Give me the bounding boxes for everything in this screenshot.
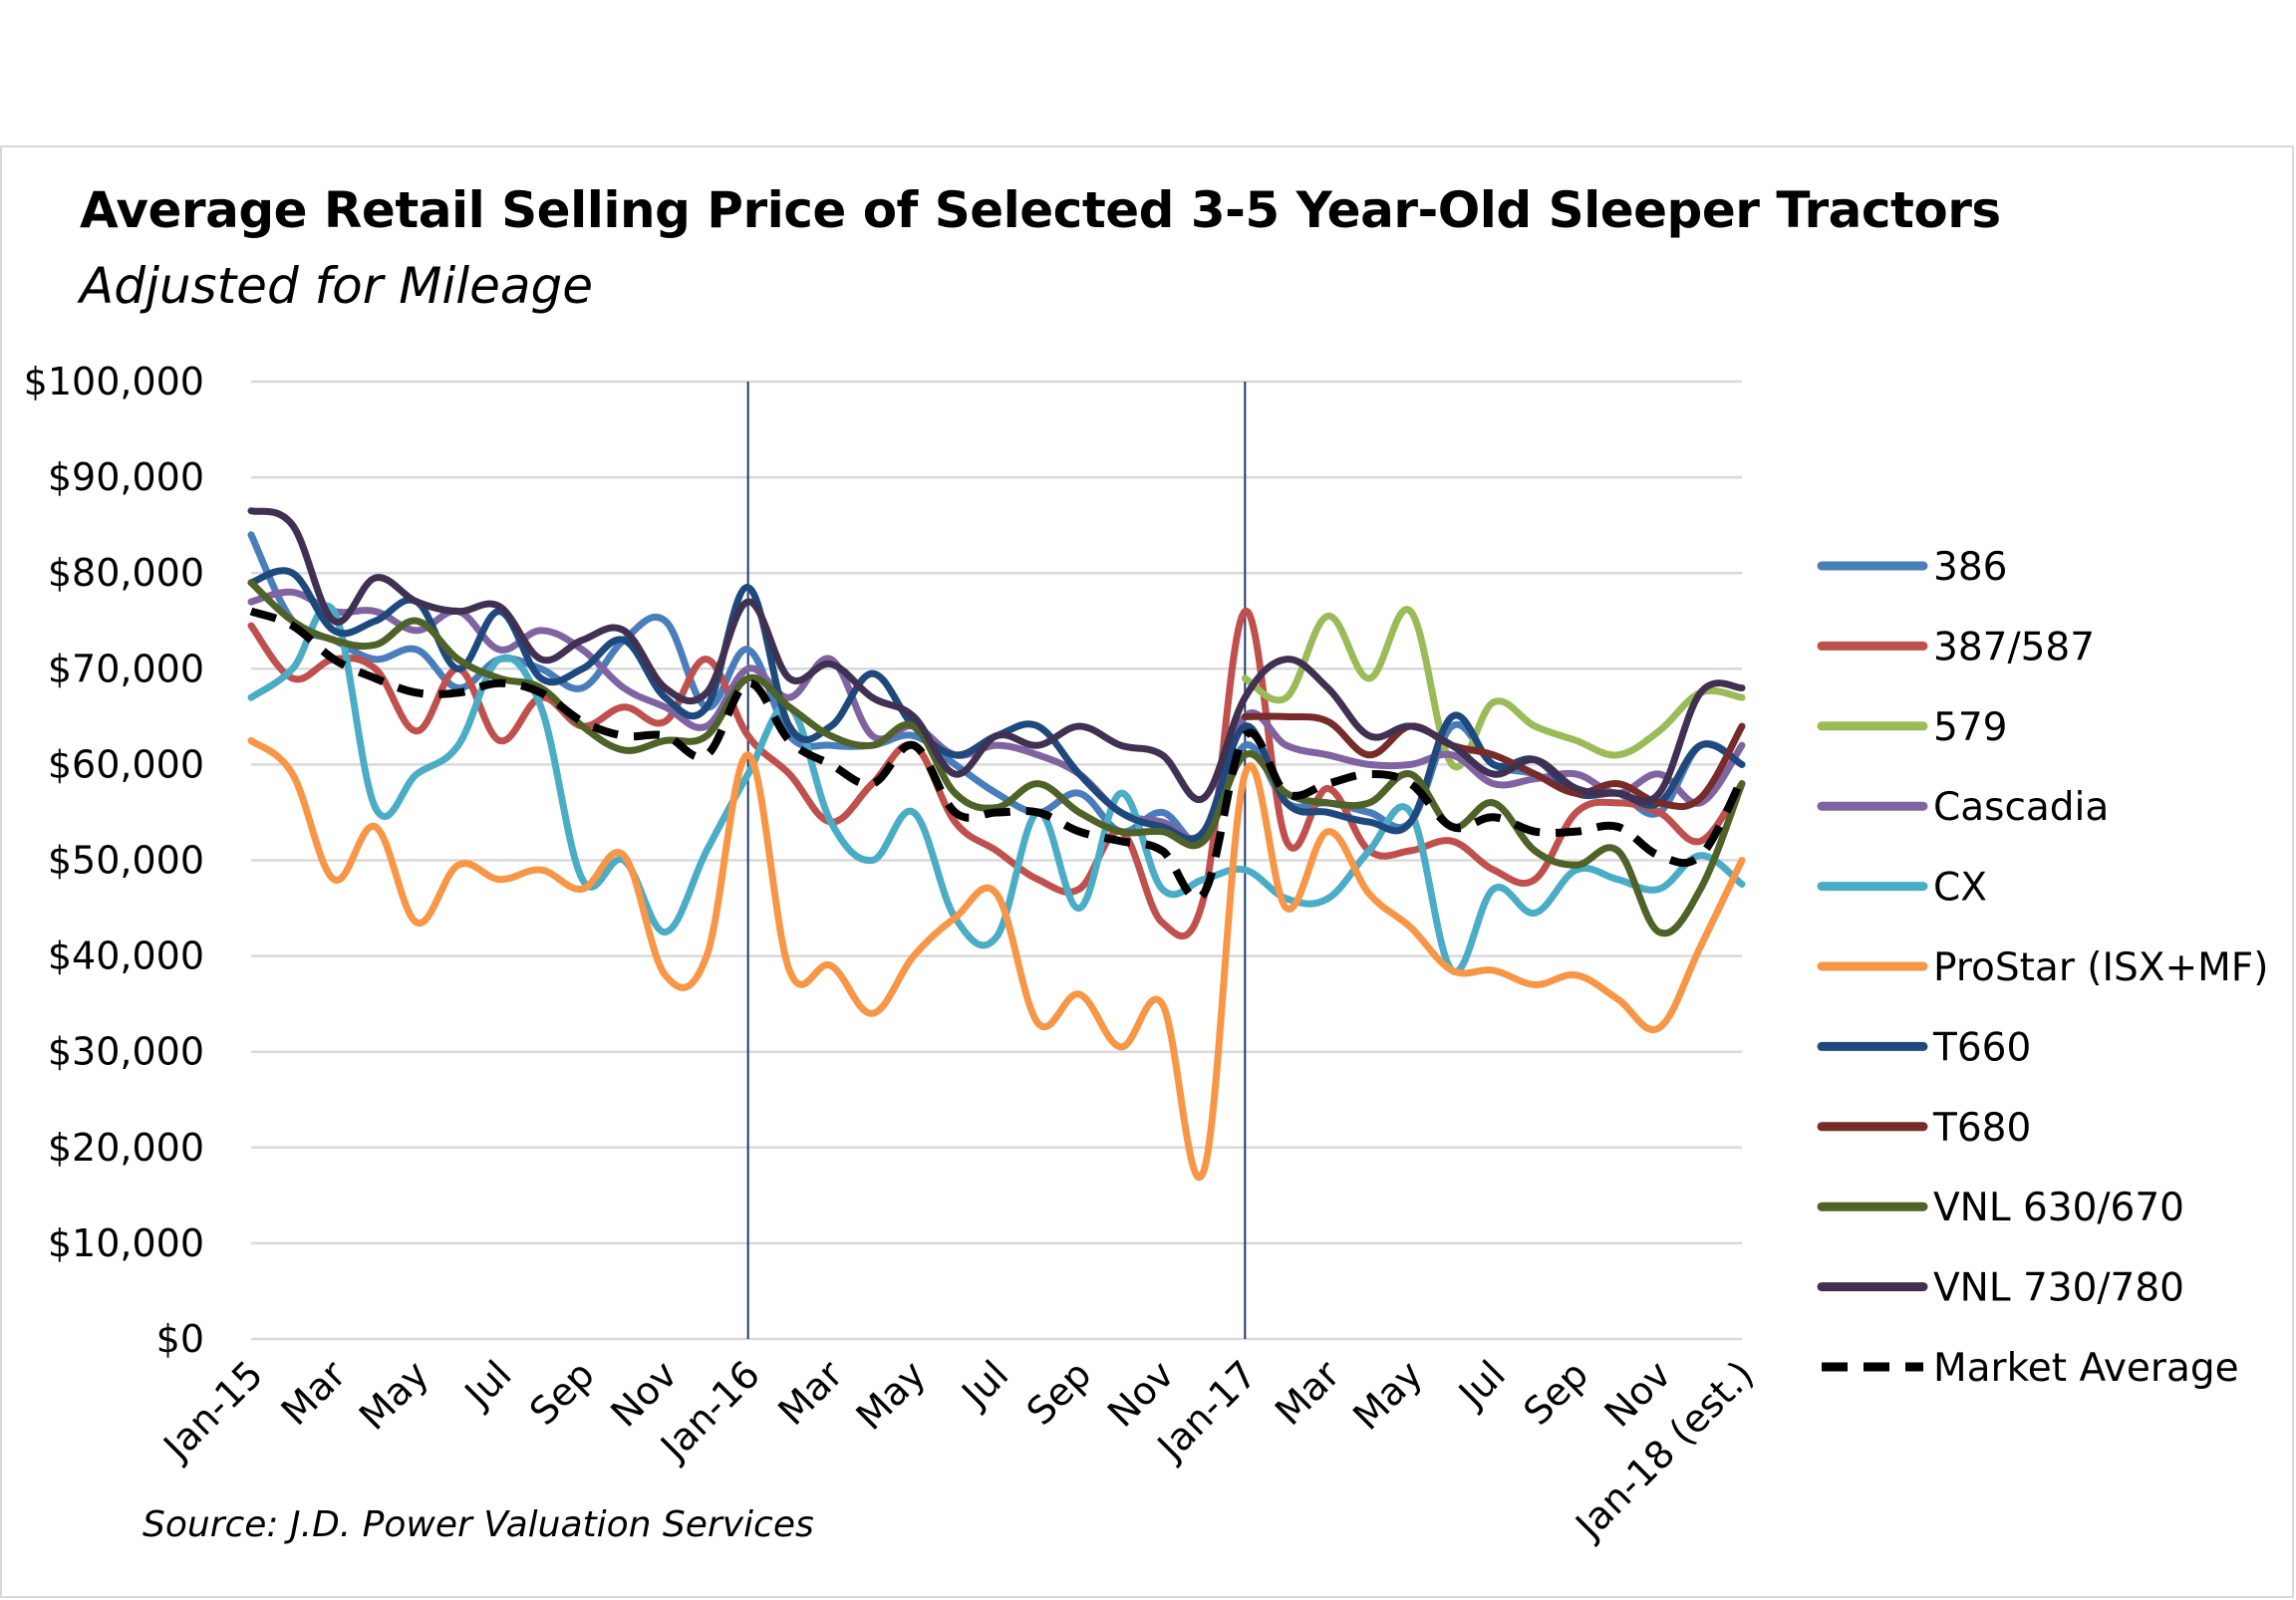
legend-label: VNL 730/780: [1933, 1266, 2184, 1311]
x-tick-label: Sep: [1515, 1352, 1596, 1434]
series-line-cascadia: [247, 588, 1746, 843]
x-tick-label: Jan-15: [154, 1352, 272, 1469]
series-line-cx: [247, 602, 1746, 976]
legend-label: Market Average: [1933, 1346, 2239, 1391]
x-tick-label: Mar: [1267, 1352, 1348, 1434]
y-tick-label: $20,000: [48, 1126, 204, 1170]
legend-label: CX: [1933, 866, 1987, 911]
series-line-vnl-630-670: [247, 579, 1746, 937]
legend-label: Cascadia: [1933, 785, 2109, 830]
chart-frame: [0, 145, 2294, 1598]
chart-title: Average Retail Selling Price of Selected…: [80, 181, 2001, 239]
legend-label: 386: [1933, 545, 2007, 590]
legend-label: VNL 630/670: [1933, 1186, 2184, 1230]
x-tick-label: May: [848, 1352, 935, 1439]
y-tick-label: $80,000: [48, 551, 204, 595]
y-tick-label: $30,000: [48, 1030, 204, 1074]
legend-label: T680: [1932, 1106, 2031, 1151]
series-line-t660: [247, 567, 1746, 843]
y-tick-label: $60,000: [48, 742, 204, 786]
x-tick-label: May: [351, 1352, 437, 1439]
x-tick-label: May: [1344, 1352, 1431, 1439]
chart-subtitle: Adjusted for Mileage: [80, 257, 594, 315]
legend-label: 579: [1933, 705, 2007, 750]
x-tick-label: Jul: [455, 1352, 520, 1417]
source-note: Source: J.D. Power Valuation Services: [143, 1504, 814, 1545]
x-tick-label: Sep: [1018, 1352, 1100, 1434]
series-line-579: [1241, 606, 1746, 771]
series-line-t680: [1241, 712, 1746, 811]
legend-label: 387/587: [1933, 625, 2095, 669]
series-line-prostar-isx-mf-: [247, 736, 1746, 1182]
x-tick-label: Sep: [521, 1352, 603, 1434]
y-tick-label: $90,000: [48, 455, 204, 499]
legend-label: ProStar (ISX+MF): [1933, 945, 2268, 990]
legend-label: T660: [1932, 1025, 2031, 1070]
x-tick-label: Jul: [952, 1352, 1016, 1417]
y-tick-label: $70,000: [48, 647, 204, 690]
series-line-vnl-730-780: [247, 507, 1746, 805]
y-tick-label: $10,000: [48, 1221, 204, 1265]
x-tick-label: Jul: [1449, 1352, 1514, 1417]
y-tick-label: $50,000: [48, 839, 204, 883]
x-tick-label: Mar: [769, 1352, 851, 1434]
y-tick-label: $100,000: [24, 360, 204, 403]
y-tick-label: $40,000: [48, 934, 204, 978]
y-tick-label: $0: [156, 1317, 204, 1361]
series-line-market-average: [249, 607, 1746, 903]
series-line-387-587: [247, 608, 1746, 939]
x-tick-label: Mar: [273, 1352, 355, 1434]
